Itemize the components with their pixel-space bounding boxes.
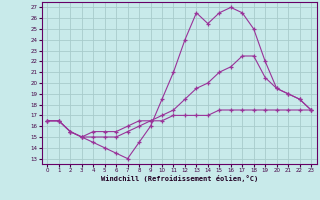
X-axis label: Windchill (Refroidissement éolien,°C): Windchill (Refroidissement éolien,°C) xyxy=(100,175,258,182)
